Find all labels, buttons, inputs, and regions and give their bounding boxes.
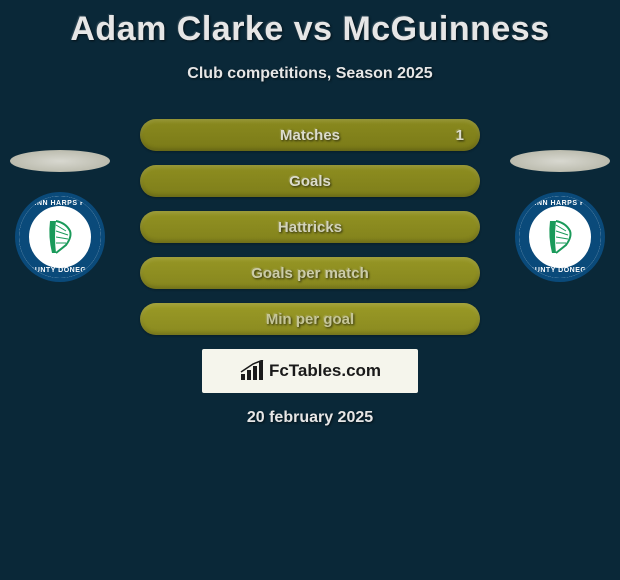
harp-icon [44,217,76,257]
stat-label: Goals per match [251,265,369,282]
page-title: Adam Clarke vs McGuinness [0,0,620,49]
stat-row-matches: Matches 1 [140,119,480,151]
badge-platform-icon [10,150,110,172]
stat-row-hattricks: Hattricks [140,211,480,243]
player-badge-left: FINN HARPS FC COUNTY DONEGAL [10,144,110,234]
crest-top-text: FINN HARPS FC [519,200,601,207]
crest-bottom-text: COUNTY DONEGAL [19,267,101,274]
crest-bottom-text: COUNTY DONEGAL [519,267,601,274]
stat-row-min-per-goal: Min per goal [140,303,480,335]
stat-label: Matches [280,127,340,144]
player-badge-right: FINN HARPS FC COUNTY DONEGAL [510,144,610,234]
page-subtitle: Club competitions, Season 2025 [0,49,620,93]
stat-label: Goals [289,173,331,190]
crest-top-text: FINN HARPS FC [19,200,101,207]
stat-row-goals: Goals [140,165,480,197]
bar-chart-icon [239,360,265,382]
club-crest-right: FINN HARPS FC COUNTY DONEGAL [515,192,605,282]
site-logo-text: FcTables.com [269,361,381,381]
stat-label: Min per goal [266,311,354,328]
stat-row-goals-per-match: Goals per match [140,257,480,289]
site-logo: FcTables.com [202,349,418,393]
stats-table: Matches 1 Goals Hattricks Goals per matc… [140,119,480,335]
harp-icon [544,217,576,257]
badge-platform-icon [510,150,610,172]
comparison-content: FINN HARPS FC COUNTY DONEGAL FINN HARPS … [0,119,620,427]
footer-date: 20 february 2025 [0,393,620,427]
stat-value-right: 1 [456,127,464,144]
stat-label: Hattricks [278,219,342,236]
club-crest-left: FINN HARPS FC COUNTY DONEGAL [15,192,105,282]
